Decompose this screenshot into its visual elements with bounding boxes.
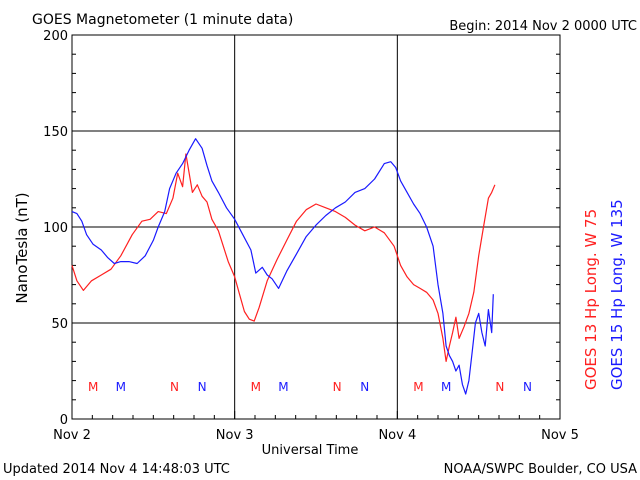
event-marker: N <box>523 380 532 394</box>
series-line-goes15 <box>71 138 494 395</box>
x-tick-label: Nov 2 <box>53 428 91 443</box>
event-marker: M <box>413 380 423 394</box>
y-tick-label: 50 <box>51 317 68 332</box>
x-tick-label: Nov 5 <box>541 428 579 443</box>
event-marker: M <box>441 380 451 394</box>
updated-timestamp: Updated 2014 Nov 4 14:48:03 UTC <box>3 462 230 477</box>
event-marker: N <box>360 380 369 394</box>
chart-title: GOES Magnetometer (1 minute data) <box>32 12 293 28</box>
begin-time: Begin: 2014 Nov 2 0000 UTC <box>449 19 637 34</box>
event-marker: M <box>278 380 288 394</box>
y-tick-label: 0 <box>60 413 68 428</box>
y-tick-label: 200 <box>43 29 68 44</box>
event-marker: M <box>251 380 261 394</box>
y-tick-label: 100 <box>43 221 68 236</box>
legend-entry-goes15: GOES 15 Hp Long. W 135 <box>608 199 626 390</box>
legend: GOES 13 Hp Long. W 75 GOES 15 Hp Long. W … <box>582 199 626 390</box>
y-axis-label: NanoTesla (nT) <box>13 192 31 303</box>
data-series <box>71 138 496 395</box>
x-axis-ticks: Nov 2 Nov 3 Nov 4 Nov 5 <box>53 428 579 443</box>
x-axis-label: Universal Time <box>262 443 359 458</box>
event-marker: N <box>198 380 207 394</box>
event-marker: M <box>116 380 126 394</box>
y-tick-label: 150 <box>43 125 68 140</box>
event-marker: M <box>88 380 98 394</box>
credit-text: NOAA/SWPC Boulder, CO USA <box>444 462 637 477</box>
legend-entry-goes13: GOES 13 Hp Long. W 75 <box>582 209 600 390</box>
event-marker: N <box>333 380 342 394</box>
event-marker: N <box>170 380 179 394</box>
x-tick-label: Nov 3 <box>216 428 254 443</box>
event-marker: N <box>495 380 504 394</box>
y-axis-ticks: 0 50 100 150 200 <box>43 29 68 428</box>
x-tick-label: Nov 4 <box>378 428 416 443</box>
series-line-goes13 <box>71 153 496 362</box>
plot-grid <box>71 34 561 420</box>
